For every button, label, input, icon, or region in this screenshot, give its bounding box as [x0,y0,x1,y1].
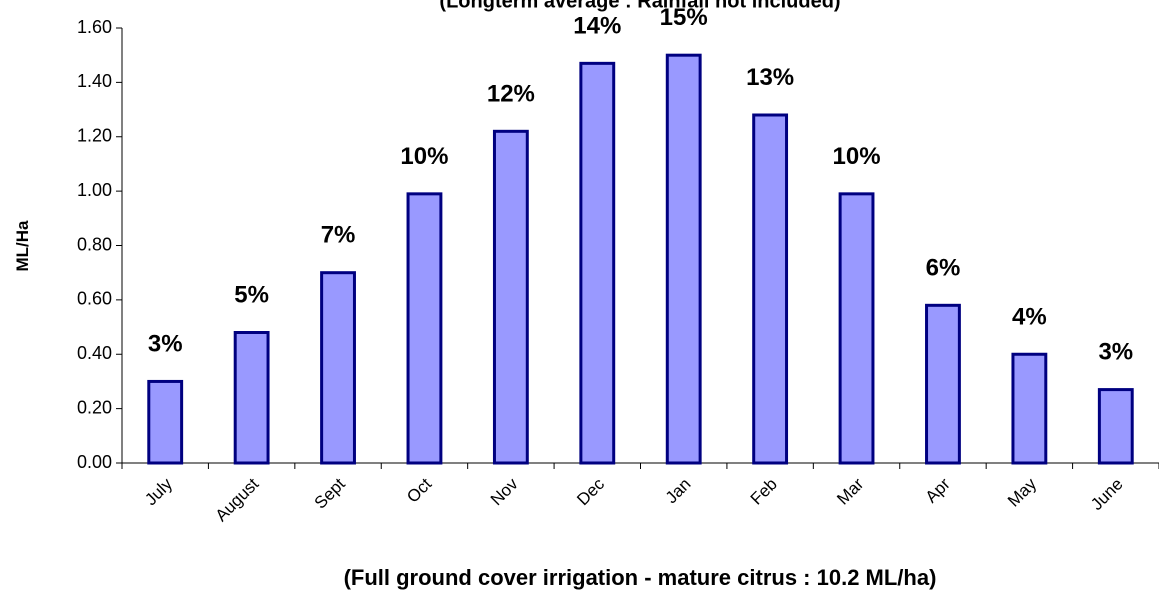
y-tick-label: 1.40 [77,71,112,91]
data-label: 15% [660,4,708,31]
x-tick-label: Mar [833,474,867,508]
bar [752,113,789,465]
x-axis-title: (Full ground cover irrigation - mature c… [344,565,937,590]
bar [492,129,529,465]
y-tick-label: 1.20 [77,126,112,146]
bar [147,379,184,465]
data-label: 14% [573,12,621,39]
bar [406,192,443,465]
y-tick-label: 1.00 [77,180,112,200]
data-label: 4% [1012,303,1047,330]
y-tick-label: 0.00 [77,452,112,472]
bar [1097,388,1134,465]
data-label: 3% [148,330,183,357]
bar [1011,352,1048,465]
y-tick-label: 0.40 [77,343,112,363]
x-tick-label: June [1087,474,1127,514]
bar [233,331,270,465]
x-tick-label: July [141,474,176,509]
x-tick-label: Nov [487,474,522,509]
data-label: 10% [400,143,448,170]
data-label: 5% [234,282,269,309]
bar [579,61,616,465]
y-tick-label: 1.60 [77,17,112,37]
x-tick-label: Sept [311,474,349,512]
y-tick-label: 0.20 [77,397,112,417]
chart-subtitle: (Longterm average : Rainfall not include… [439,0,840,12]
y-tick-label: 0.60 [77,289,112,309]
x-tick-label: Dec [573,474,608,509]
bar [925,303,961,465]
data-label: 3% [1098,339,1133,366]
data-label: 12% [487,80,535,107]
x-tick-label: Feb [747,474,781,508]
bar [838,192,875,465]
x-tick-label: Oct [403,474,435,506]
y-axis-title: ML/Ha [13,220,32,272]
x-tick-label: August [212,474,263,525]
bar [665,53,702,465]
data-label: 7% [321,222,356,249]
data-label: 13% [746,64,794,91]
x-tick-label: Jan [662,474,695,507]
data-label: 6% [926,254,961,281]
bar [320,271,356,465]
x-tick-label: May [1004,474,1040,510]
x-tick-label: Apr [922,474,954,506]
y-tick-label: 0.80 [77,234,112,254]
data-label: 10% [833,143,881,170]
